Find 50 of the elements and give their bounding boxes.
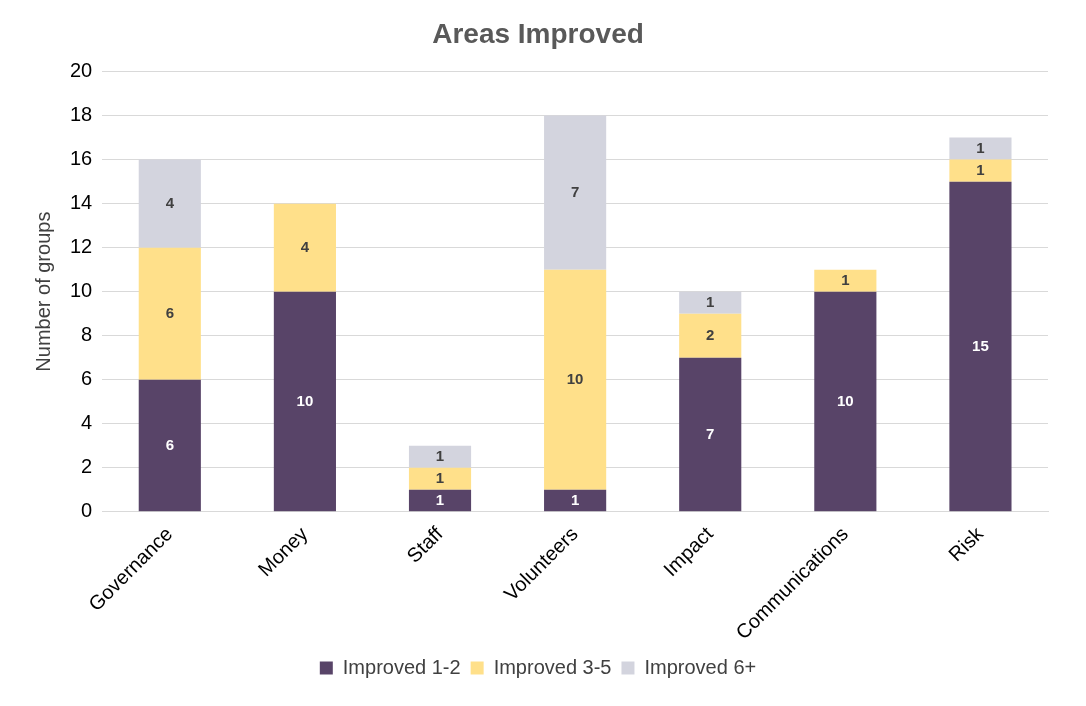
bar xyxy=(138,247,201,380)
data-label: 1 xyxy=(976,138,985,156)
data-label: 4 xyxy=(300,237,310,255)
bar xyxy=(949,159,1012,182)
y-tick-label: 10 xyxy=(70,279,93,302)
data-label: 2 xyxy=(706,325,715,343)
bar xyxy=(679,357,742,512)
data-label: 1 xyxy=(976,160,985,178)
y-tick-label: 0 xyxy=(81,499,93,522)
data-label: 7 xyxy=(706,424,715,442)
y-axis-title: Number of groups xyxy=(31,211,54,372)
y-tick-label: 14 xyxy=(70,191,93,214)
data-label: 10 xyxy=(836,391,854,409)
data-label: 1 xyxy=(841,270,850,288)
chart-title: Areas Improved xyxy=(432,17,644,49)
bar xyxy=(273,203,336,292)
data-label: 6 xyxy=(165,435,174,453)
data-label: 7 xyxy=(570,182,580,200)
bar xyxy=(679,313,742,358)
y-tick-label: 18 xyxy=(70,103,93,126)
data-label: 1 xyxy=(570,490,580,508)
bar xyxy=(814,291,877,512)
y-tick-label: 12 xyxy=(70,235,93,258)
data-label: 1 xyxy=(435,468,445,486)
y-tick-label: 2 xyxy=(81,455,93,478)
y-tick-label: 6 xyxy=(81,367,93,390)
data-label: 1 xyxy=(435,490,445,508)
y-tick-label: 16 xyxy=(70,147,93,170)
data-label: 1 xyxy=(706,292,715,310)
legend-label: Improved 6+ xyxy=(644,655,757,678)
bar xyxy=(544,489,607,512)
bar xyxy=(408,489,472,512)
bar xyxy=(273,291,336,512)
data-label: 1 xyxy=(435,446,445,464)
bar xyxy=(814,269,877,292)
bar xyxy=(949,181,1012,512)
bar xyxy=(544,269,607,490)
y-tick-label: 20 xyxy=(70,59,93,82)
data-label: 4 xyxy=(165,193,175,211)
y-tick-label: 8 xyxy=(81,323,93,346)
data-label: 6 xyxy=(165,303,174,321)
bar xyxy=(408,467,472,490)
legend-label: Improved 3-5 xyxy=(493,655,612,678)
legend-label: Improved 1-2 xyxy=(342,655,461,678)
data-label: 10 xyxy=(296,391,314,409)
data-label: 15 xyxy=(972,336,989,354)
x-tick-label: Risk xyxy=(944,521,988,566)
y-tick-label: 4 xyxy=(81,411,93,434)
bar xyxy=(138,379,201,512)
data-label: 10 xyxy=(566,369,584,387)
